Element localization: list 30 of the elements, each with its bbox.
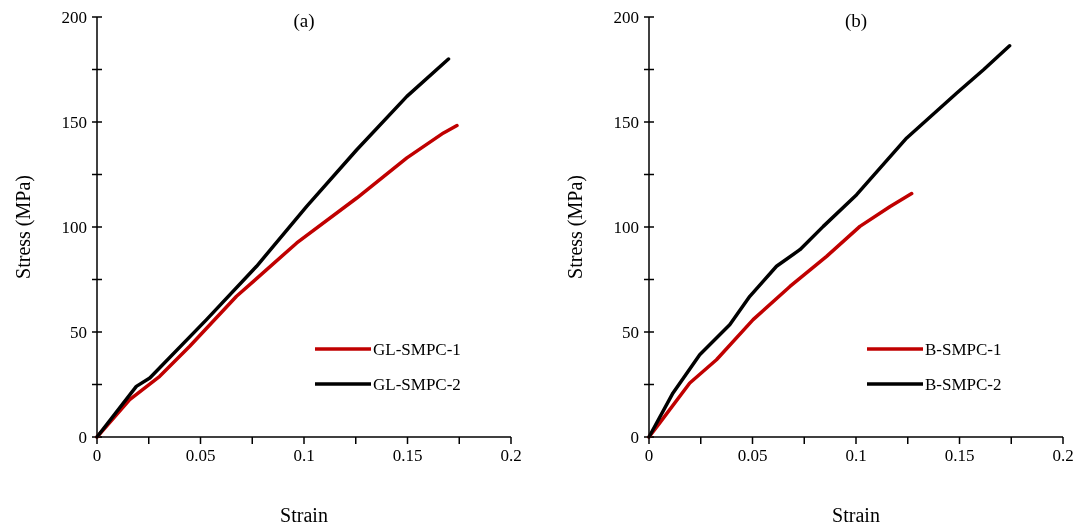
y-tick-label: 100 (61, 218, 87, 237)
x-tick-label: 0.1 (293, 446, 315, 465)
y-tick-label: 0 (630, 428, 639, 447)
y-tick-label: 100 (613, 218, 639, 237)
y-axis-title: Stress (MPa) (12, 175, 35, 279)
x-tick-label: 0 (644, 446, 654, 465)
y-tick-label: 0 (78, 428, 87, 447)
x-axis-title: Strain (832, 504, 880, 526)
x-tick-label: 0.05 (185, 446, 216, 465)
x-tick-label: 0 (92, 446, 102, 465)
x-tick-label: 0.1 (845, 446, 867, 465)
legend-label: B-SMPC-2 (925, 375, 1002, 394)
y-tick-label: 150 (613, 113, 639, 132)
x-tick-label: 0.2 (500, 446, 522, 465)
y-tick-label: 50 (622, 323, 639, 342)
y-tick-label: 200 (61, 8, 87, 27)
x-tick-label: 0.15 (392, 446, 423, 465)
legend-label: GL-SMPC-2 (373, 375, 461, 394)
x-axis-title: Strain (280, 504, 328, 526)
legend-label: B-SMPC-1 (925, 340, 1002, 359)
y-tick-label: 200 (613, 8, 639, 27)
legend-label: GL-SMPC-1 (373, 340, 461, 359)
chart-title: (b) (844, 10, 868, 32)
x-tick-label: 0.15 (944, 446, 975, 465)
y-axis-title: Stress (MPa) (564, 175, 587, 279)
chart-title: (a) (293, 10, 315, 32)
x-tick-label: 0.05 (737, 446, 768, 465)
y-tick-label: 50 (70, 323, 87, 342)
x-tick-label: 0.2 (1052, 446, 1074, 465)
y-tick-label: 150 (61, 113, 87, 132)
